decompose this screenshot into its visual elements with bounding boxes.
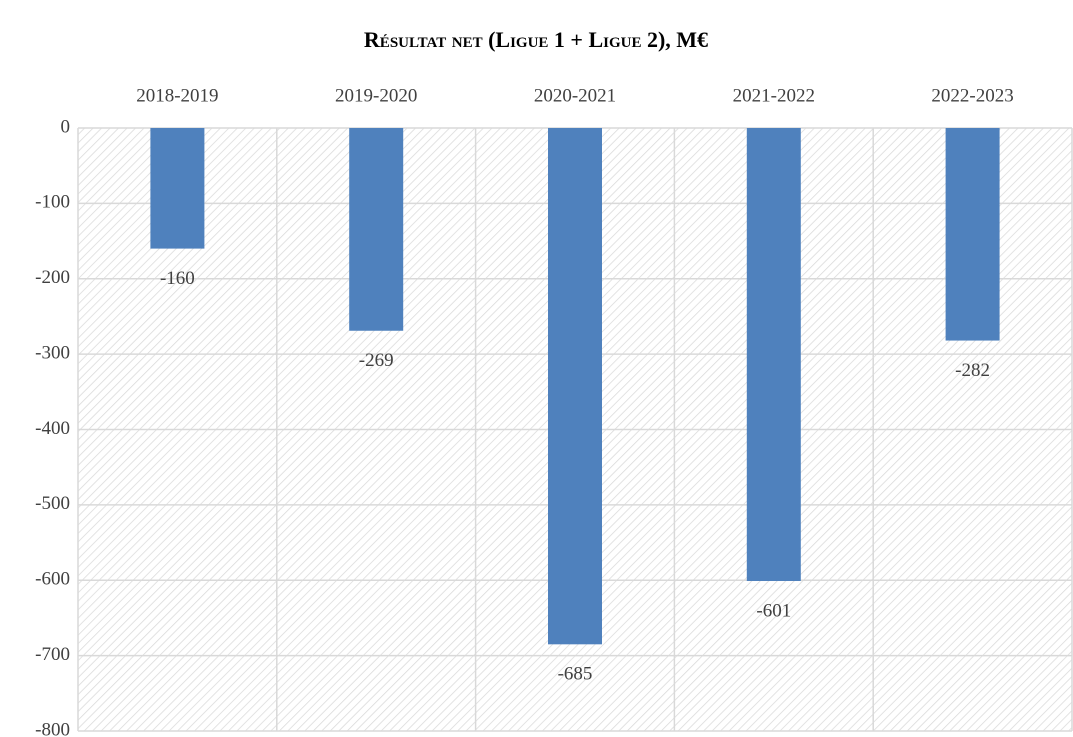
chart-title: Résultat net (Ligue 1 + Ligue 2), M€ [364,27,708,52]
y-tick-label: 0 [61,116,71,137]
data-label: -282 [955,360,990,381]
bar [150,128,205,249]
y-tick-label: -100 [35,192,70,213]
data-label: -160 [160,268,195,289]
bar [548,128,602,645]
y-tick-label: -200 [35,267,70,288]
y-tick-label: -800 [35,719,70,737]
bar [349,128,404,331]
x-tick-label: 2019-2020 [335,85,417,106]
y-tick-label: -500 [35,493,70,514]
y-tick-label: -300 [35,342,70,363]
y-tick-label: -400 [35,418,70,439]
x-tick-label: 2022-2023 [931,85,1013,106]
y-tick-label: -700 [35,644,70,665]
bar [746,128,801,582]
y-tick-label: -600 [35,569,70,590]
data-label: -269 [359,350,394,371]
x-tick-label: 2021-2022 [733,85,815,106]
bar [945,128,1000,341]
data-label: -601 [756,600,791,621]
data-label: -685 [558,664,593,685]
x-tick-label: 2018-2019 [136,85,218,106]
x-tick-label: 2020-2021 [534,85,616,106]
